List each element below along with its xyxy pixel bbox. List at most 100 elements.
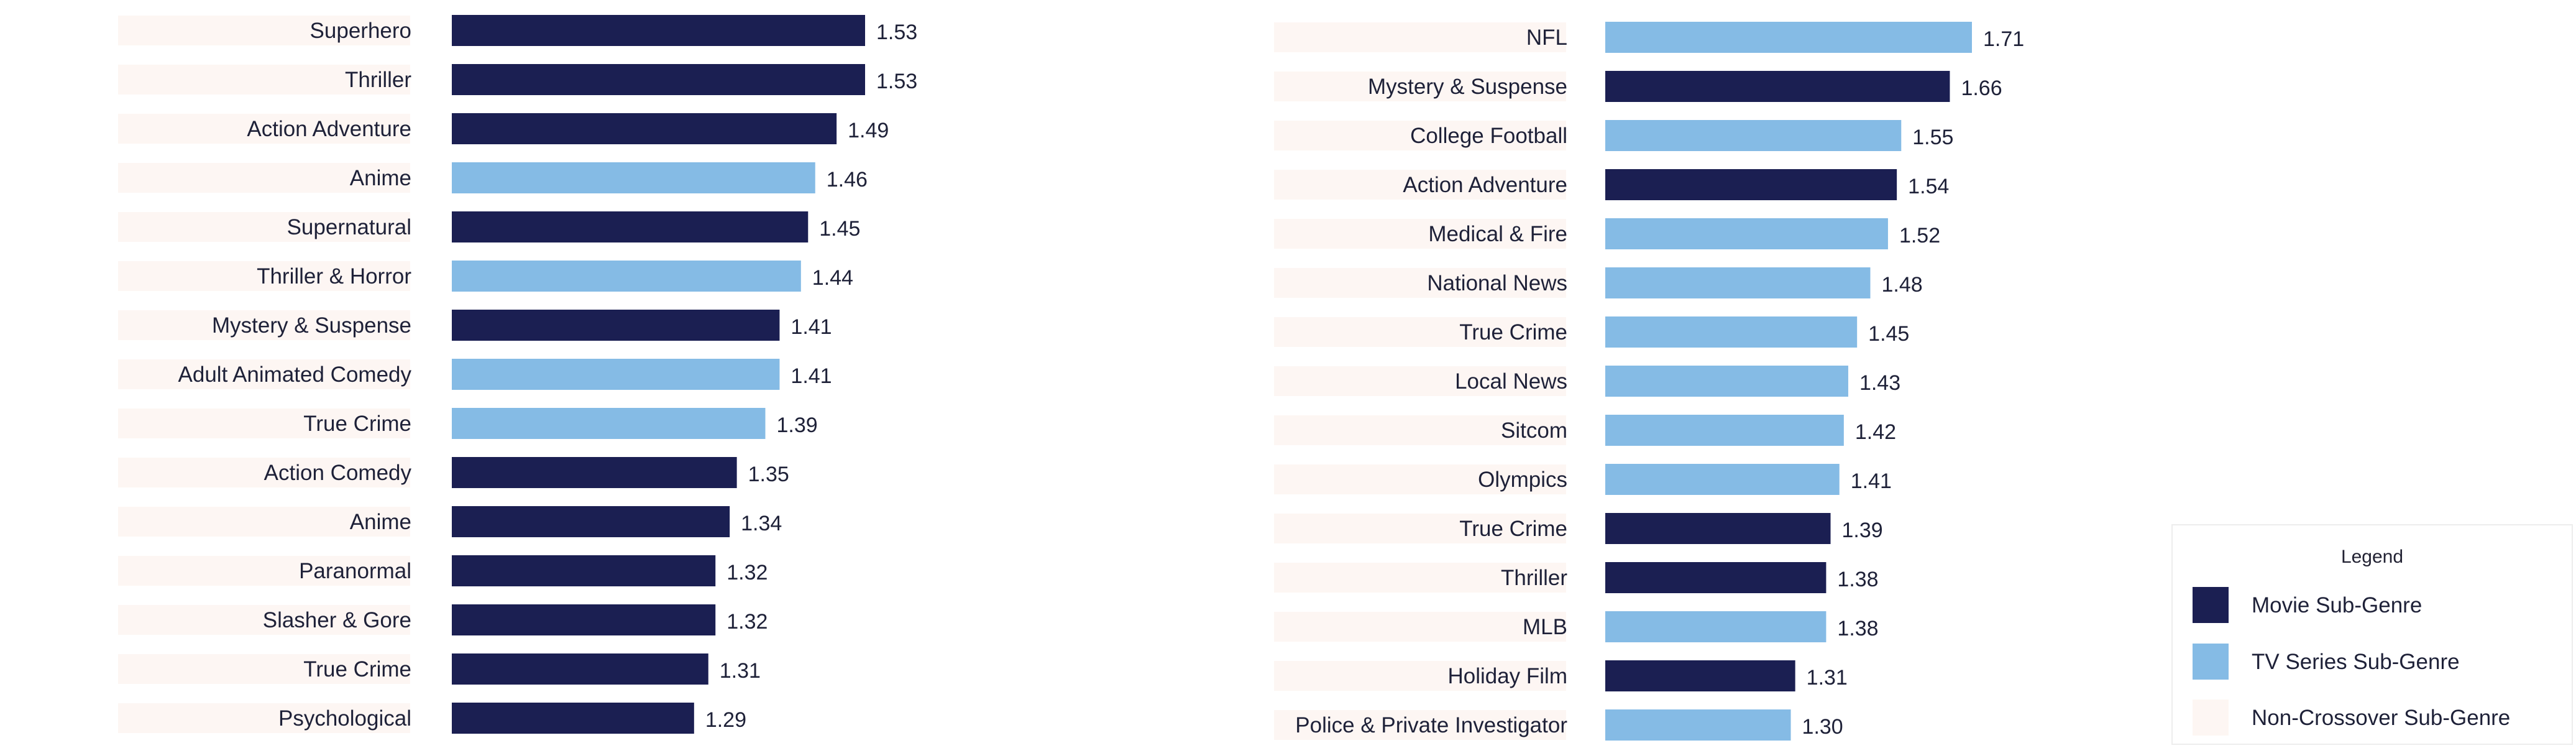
category-label: Psychological [278,706,411,731]
category-band [1274,661,1566,691]
category-band [1274,219,1566,249]
category-band [1274,514,1566,543]
bar [1605,709,1791,741]
legend-item-tv: TV Series Sub-Genre [2193,644,2565,681]
legend-title: Legend [2340,547,2404,567]
bar [1605,22,1972,53]
bar [452,506,730,537]
category-band [118,212,410,242]
category-band [118,556,410,586]
value-label: 1.66 [1961,76,2002,100]
legend-swatch-movie [2193,587,2229,623]
value-label: 1.41 [791,364,832,388]
category-label: National News [1427,271,1567,295]
category-band [118,458,410,487]
value-label: 1.54 [1908,175,1949,198]
category-label: Action Adventure [247,117,411,141]
bar [452,653,708,685]
legend-box: Legend Movie Sub-Genre TV Series Sub-Gen… [2171,524,2573,745]
bar [1605,562,1827,593]
category-band [118,359,410,389]
bar [452,162,815,193]
value-label: 1.45 [1868,322,1909,346]
category-band [118,16,410,45]
value-label: 1.43 [1859,371,1900,395]
value-label: 1.71 [1983,27,2024,51]
value-label: 1.53 [876,70,917,93]
bar [452,113,837,144]
bar [1605,513,1831,544]
bar [452,211,809,242]
category-band [1274,317,1566,347]
value-label: 1.49 [848,119,889,142]
category-band [1274,415,1566,445]
bar [1605,366,1848,397]
category-label: Paranormal [299,559,411,583]
category-band [1274,612,1566,642]
category-label: College Football [1410,124,1567,148]
category-label: Thriller [345,68,411,92]
category-label: Thriller & Horror [257,264,411,289]
category-label: Police & Private Investigator [1295,713,1567,737]
category-band [1274,22,1566,52]
value-label: 1.52 [1899,224,1940,247]
category-label: Sitcom [1501,418,1567,443]
category-band [118,409,410,438]
value-label: 1.55 [1912,126,1953,149]
bar [452,604,716,635]
bar [452,408,766,439]
category-band [118,65,410,95]
category-band [1274,72,1566,101]
value-label: 1.29 [705,708,746,732]
value-label: 1.42 [1855,420,1896,444]
category-label: MLB [1523,615,1567,639]
category-band [118,605,410,635]
legend-label-tv: TV Series Sub-Genre [2252,650,2460,674]
category-band [1274,170,1566,200]
value-label: 1.41 [791,315,832,339]
category-label: Mystery & Suspense [1368,75,1567,99]
bar [452,457,737,488]
category-label: Mystery & Suspense [212,313,411,338]
category-band [1274,710,1566,740]
category-label: Olympics [1478,468,1567,492]
bar [452,15,865,46]
bar [452,359,780,390]
value-label: 1.45 [819,217,860,241]
bar [1605,660,1795,691]
legend-label-non-crossover: Non-Crossover Sub-Genre [2252,706,2511,730]
bar [1605,120,1902,151]
category-band [118,163,410,193]
right-bar-chart: NFL 1.71 Mystery & Suspense 1.66 College Foo… [1274,22,2024,741]
category-label: True Crime [1459,517,1567,541]
category-label: Slasher & Gore [263,608,411,632]
category-band [118,114,410,144]
value-label: 1.46 [827,168,868,192]
category-label: Medical & Fire [1428,222,1567,246]
category-label: Action Adventure [1403,173,1567,197]
bar [1605,267,1871,298]
value-label: 1.48 [1882,273,1923,297]
legend-item-movie: Movie Sub-Genre [2193,587,2565,624]
category-label: Supernatural [287,215,411,239]
category-band [118,507,410,537]
bar [452,703,694,734]
bar [1605,218,1888,249]
legend-item-non-crossover: Non-Crossover Sub-Genre [2193,700,2565,737]
category-band [1274,366,1566,396]
bar [1605,316,1858,348]
value-label: 1.34 [741,512,782,535]
category-label: NFL [1526,25,1567,50]
legend-label-movie: Movie Sub-Genre [2252,593,2422,617]
legend-swatch-tv [2193,644,2229,680]
value-label: 1.31 [1807,666,1848,690]
category-band [118,310,410,340]
value-label: 1.39 [1842,519,1883,542]
bar [1605,611,1827,642]
category-label: Thriller [1501,566,1567,590]
value-label: 1.53 [876,21,917,44]
value-label: 1.44 [812,266,853,290]
category-label: Superhero [310,19,411,43]
value-label: 1.32 [727,610,768,634]
category-band [1274,563,1566,593]
